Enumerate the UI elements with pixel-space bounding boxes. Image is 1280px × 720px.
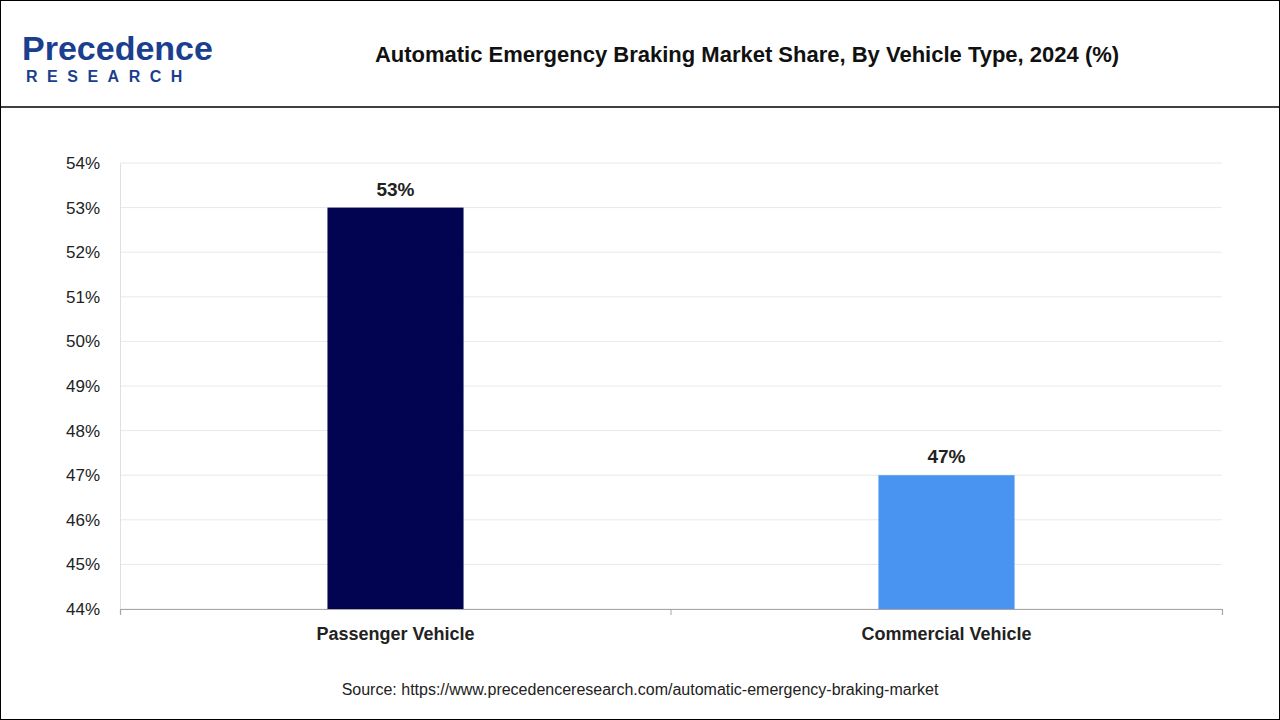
y-tick-label: 49% bbox=[66, 377, 100, 396]
logo-tagline: RESEARCH bbox=[26, 68, 192, 85]
source: Source: https://www.precedenceresearch.c… bbox=[342, 681, 939, 698]
y-tick: 50% bbox=[66, 332, 120, 351]
grid-line bbox=[120, 296, 1222, 297]
y-tick-label: 52% bbox=[66, 243, 100, 262]
grid-line bbox=[120, 564, 1222, 565]
y-tick-label: 47% bbox=[66, 466, 100, 485]
y-tick-label: 50% bbox=[66, 332, 100, 351]
grid-line bbox=[120, 519, 1222, 520]
x-separator bbox=[671, 609, 672, 615]
logo-name: Precedence bbox=[22, 29, 213, 67]
y-tick: 49% bbox=[66, 377, 120, 396]
y-axis-line bbox=[120, 164, 121, 610]
x-tick-label: Commercial Vehicle bbox=[861, 624, 1031, 644]
x-axis-line bbox=[121, 610, 1223, 616]
grid-line bbox=[120, 475, 1222, 476]
y-tick-label: 45% bbox=[66, 555, 100, 574]
grid-line bbox=[120, 341, 1222, 342]
grid bbox=[120, 163, 1222, 609]
y-tick-label: 44% bbox=[66, 600, 100, 619]
grid-line bbox=[120, 207, 1222, 208]
grid-line bbox=[120, 386, 1222, 387]
y-tick-label: 54% bbox=[66, 154, 100, 173]
grid-line bbox=[120, 252, 1222, 253]
y-tick: 47% bbox=[66, 466, 120, 485]
x-tick: Passenger Vehicle bbox=[316, 609, 474, 644]
y-tick: 44% bbox=[66, 600, 120, 619]
y-tick: 54% bbox=[66, 154, 120, 173]
y-tick: 53% bbox=[66, 199, 120, 218]
grid-line bbox=[120, 430, 1222, 431]
bar bbox=[327, 208, 463, 609]
y-tick: 48% bbox=[66, 422, 120, 441]
x-tick-label: Passenger Vehicle bbox=[316, 624, 474, 644]
x-axis: Passenger Vehicle Commercial Vehicle bbox=[121, 609, 1223, 644]
y-tick-label: 53% bbox=[66, 199, 100, 218]
y-tick: 45% bbox=[66, 555, 120, 574]
chart: PrecedenceRESEARCH Automatic Emergency Br… bbox=[0, 0, 1280, 720]
bars bbox=[327, 208, 1014, 609]
y-tick: 52% bbox=[66, 243, 120, 262]
y-tick-label: 46% bbox=[66, 511, 100, 530]
y-tick-label: 48% bbox=[66, 422, 100, 441]
plot: 44% 45% 46% 47% 48% 49% 50% 51% 52% 53% 54% Passeng… bbox=[66, 154, 1223, 644]
x-tick: Commercial Vehicle bbox=[861, 609, 1031, 644]
data-labels: 53% 47% bbox=[376, 179, 965, 468]
y-tick: 46% bbox=[66, 511, 120, 530]
frame bbox=[1, 1, 1280, 720]
grid-line bbox=[120, 163, 1222, 164]
header-divider bbox=[0, 106, 1280, 108]
data-label: 47% bbox=[927, 446, 965, 467]
bar bbox=[878, 475, 1014, 609]
data-label: 53% bbox=[376, 179, 414, 200]
title: Automatic Emergency Braking Market Share… bbox=[375, 42, 1119, 67]
y-tick-label: 51% bbox=[66, 288, 100, 307]
y-axis: 44% 45% 46% 47% 48% 49% 50% 51% 52% 53% 54% bbox=[66, 154, 121, 619]
y-tick: 51% bbox=[66, 288, 120, 307]
